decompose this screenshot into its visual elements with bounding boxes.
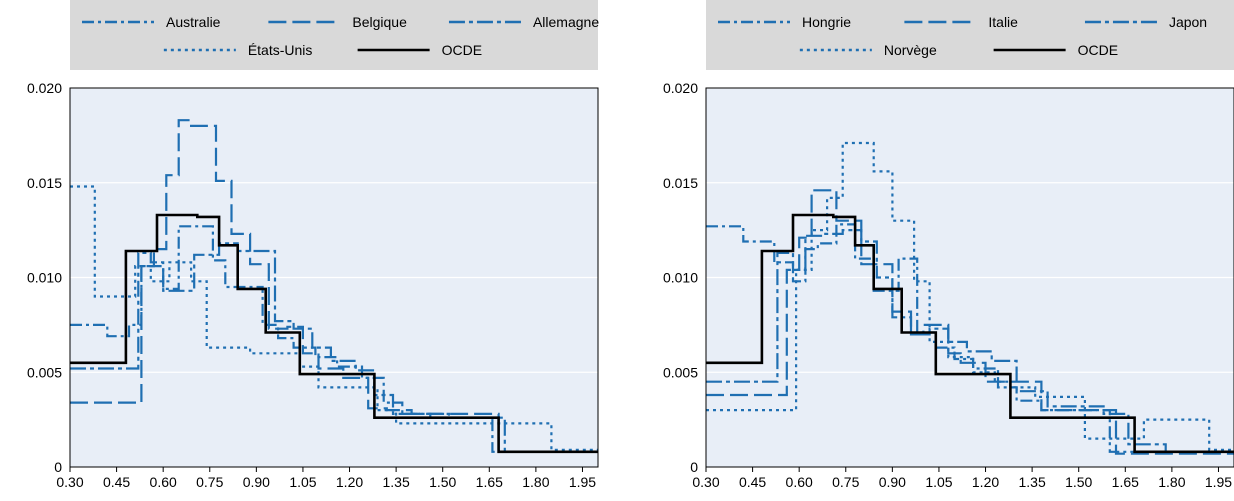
x-tick-label: 0.60: [150, 474, 177, 490]
legend-label: Australie: [166, 14, 221, 30]
y-tick-label: 0: [54, 459, 62, 475]
plot-frame: [69, 87, 599, 468]
legend-label: Norvège: [884, 42, 937, 58]
plot-frame: [705, 87, 1234, 468]
x-tick-label: 1.20: [336, 474, 363, 490]
x-tick-label: 1.65: [476, 474, 503, 490]
legend-label: Belgique: [352, 14, 407, 30]
legend-box: [706, 0, 1234, 70]
legend-label: Japon: [1169, 14, 1207, 30]
legend-label: Allemagne: [533, 14, 599, 30]
x-tick-label: 0.90: [879, 474, 906, 490]
y-tick-label: 0.015: [27, 175, 62, 191]
x-tick-label: 0.30: [56, 474, 83, 490]
x-tick-label: 1.05: [925, 474, 952, 490]
legend-label: Italie: [988, 14, 1018, 30]
y-tick-label: 0.010: [663, 270, 698, 286]
x-tick-label: 1.80: [522, 474, 549, 490]
x-tick-label: 1.50: [429, 474, 456, 490]
y-tick-label: 0.005: [27, 364, 62, 380]
x-tick-label: 0.45: [103, 474, 130, 490]
chart-right: 0 0.005 0.010 0.015 0.020 0.30 0.45 0.60 0.75 0.9…: [663, 0, 1234, 490]
x-tick-label: 0.75: [196, 474, 223, 490]
x-tick-label: 0.30: [692, 474, 719, 490]
series-line--tats-unis: [70, 185, 598, 451]
series-line-ocde: [70, 213, 598, 454]
x-tick-label: 0.60: [786, 474, 813, 490]
x-tick-label: 0.45: [739, 474, 766, 490]
legend-label: OCDE: [1078, 42, 1118, 58]
x-tick-label: 1.50: [1065, 474, 1092, 490]
x-tick-label: 1.20: [972, 474, 999, 490]
x-tick-label: 1.95: [569, 474, 596, 490]
y-tick-label: 0.010: [27, 270, 62, 286]
series-line-ocde: [706, 213, 1234, 454]
legend-label: États-Unis: [248, 42, 313, 58]
x-tick-label: 1.65: [1112, 474, 1139, 490]
series-line-allemagne: [70, 242, 598, 453]
y-tick-label: 0: [690, 459, 698, 475]
y-tick-label: 0.005: [663, 364, 698, 380]
y-tick-label: 0.020: [27, 80, 62, 96]
x-tick-label: 1.80: [1158, 474, 1185, 490]
x-tick-label: 0.75: [832, 474, 859, 490]
x-tick-label: 1.35: [382, 474, 409, 490]
x-tick-label: 0.90: [243, 474, 270, 490]
y-tick-label: 0.020: [663, 80, 698, 96]
y-tick-label: 0.015: [663, 175, 698, 191]
x-tick-label: 1.05: [289, 474, 316, 490]
legend-label: Hongrie: [802, 14, 851, 30]
x-tick-label: 1.35: [1018, 474, 1045, 490]
legend-box: [70, 0, 598, 70]
x-tick-label: 1.95: [1205, 474, 1232, 490]
legend-label: OCDE: [442, 42, 482, 58]
chart-left: 0 0.005 0.010 0.015 0.020 0.30 0.45 0.60 0.75 0.9…: [27, 0, 599, 490]
